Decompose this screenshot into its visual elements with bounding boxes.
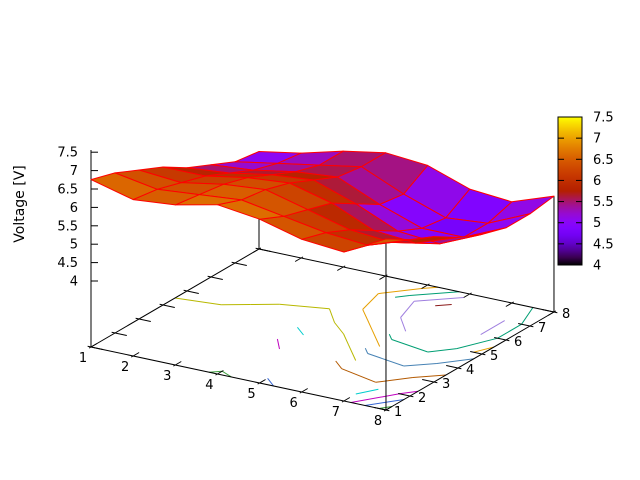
colorbar-tick-label: 5.5 — [593, 195, 614, 210]
contour-level-6 — [335, 360, 447, 383]
contour-level-4.8 — [435, 304, 452, 307]
x-tick-label: 6 — [290, 396, 298, 411]
z-tick-label: 7.5 — [57, 146, 78, 161]
colorbar: 7.5 7 6.5 6 5.5 5 4.5 4 — [557, 111, 614, 274]
y-tick-label: 3 — [442, 377, 450, 392]
colorbar-tick-label: 7.5 — [593, 111, 614, 126]
z-tick-label: 5.5 — [57, 219, 78, 234]
z-tick-label: 4 — [70, 275, 78, 290]
colorbar-tick-label: 5 — [593, 216, 601, 231]
y-tick-label: 8 — [562, 307, 570, 322]
y-axis-tick-labels: 1 2 3 4 5 6 7 8 — [394, 307, 570, 420]
surface-quad — [90, 172, 158, 201]
z-tick-label: 6 — [70, 201, 78, 216]
colorbar-tick-label: 6 — [593, 174, 601, 189]
y-tick-label: 5 — [490, 349, 498, 364]
z-tick-label: 5 — [70, 238, 78, 253]
x-tick-label: 7 — [332, 405, 340, 420]
y-tick-label: 6 — [514, 335, 522, 350]
contour-level-5.4 — [362, 286, 495, 353]
contour-level-5.2 — [388, 291, 534, 353]
base-axes — [87, 247, 558, 412]
x-tick-label: 8 — [374, 414, 382, 429]
colorbar-gradient — [557, 116, 583, 266]
contour-lines — [174, 286, 534, 409]
contour-level-6.2 — [297, 326, 379, 395]
x-tick-label: 5 — [247, 387, 255, 402]
y-tick-label: 2 — [418, 391, 426, 406]
z-axis-title: Voltage [V] — [12, 165, 28, 242]
colorbar-tick-label: 4.5 — [593, 237, 614, 252]
contour-level-5.6 — [364, 347, 475, 367]
contour-level-6.6 — [267, 377, 405, 406]
y-tick-label: 7 — [538, 321, 546, 336]
z-tick-label: 6.5 — [57, 183, 78, 198]
contour-level-5 — [400, 297, 505, 336]
x-tick-label: 3 — [163, 369, 171, 384]
surface-mesh — [90, 150, 555, 253]
y-tick-label: 4 — [466, 363, 474, 378]
contour-level-6.4 — [276, 338, 419, 403]
x-tick-label: 1 — [79, 351, 87, 366]
y-tick-label: 1 — [394, 405, 402, 420]
x-tick-label: 4 — [205, 378, 213, 393]
colorbar-tick-label: 7 — [593, 132, 601, 147]
contour-level-5.8 — [174, 297, 357, 361]
z-axis: 4 4.5 5 5.5 6 6.5 7 7.5 — [57, 146, 98, 347]
colorbar-tick-label: 4 — [593, 259, 601, 274]
z-tick-label: 4.5 — [57, 256, 78, 271]
colorbar-tick-label: 6.5 — [593, 153, 614, 168]
contour-level-6.8 — [208, 370, 393, 409]
x-axis-tick-labels: 1 2 3 4 5 6 7 8 — [79, 351, 382, 429]
z-tick-label: 7 — [70, 164, 78, 179]
x-tick-label: 2 — [121, 360, 129, 375]
